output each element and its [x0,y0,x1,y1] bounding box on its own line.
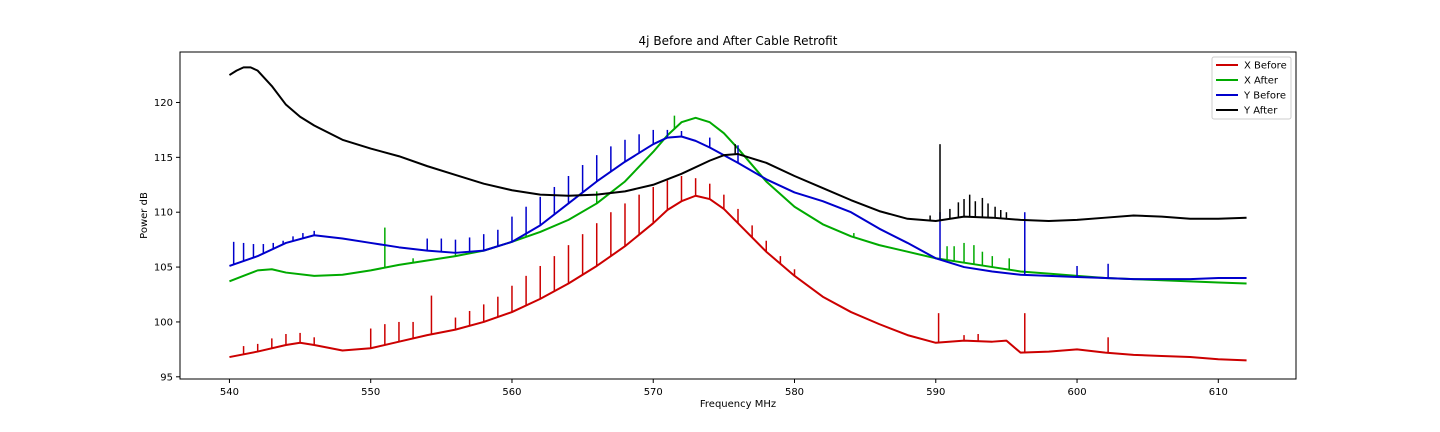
y-axis-label: Power dB [139,192,150,239]
series-1 [229,176,1247,362]
y-tick-label: 95 [160,372,173,383]
y-tick-label: 105 [154,263,173,274]
series-4 [228,66,1247,222]
y-tick-label: 110 [154,208,173,219]
y-tick-label: 120 [154,98,173,109]
legend-entry: Y After [1243,106,1278,117]
x-tick-label: 570 [644,387,663,398]
y-tick-label: 100 [154,317,173,328]
x-tick-label: 550 [361,387,380,398]
x-tick-label: 590 [926,387,945,398]
x-tick-label: 540 [220,387,239,398]
y-tick-label: 115 [154,153,173,164]
legend-entry: Y Before [1243,91,1286,102]
series-line [228,66,1247,222]
legend-entry: X After [1244,76,1279,87]
legend-box [1211,56,1292,120]
series-layer [228,66,1247,362]
x-tick-label: 560 [502,387,521,398]
chart-title: 4j Before and After Cable Retrofit [639,34,838,48]
x-axis-label: Frequency MHz [700,399,776,410]
series-3 [229,129,1247,281]
series-line [229,116,1247,285]
x-tick-label: 610 [1209,387,1228,398]
legend: X Before X After Y Before Y After [1211,56,1292,120]
x-tick-label: 600 [1067,387,1086,398]
x-tick-label: 580 [785,387,804,398]
legend-entry: X Before [1244,61,1287,72]
axes-layer: 540 550 560 570 580 590 600 610 95 100 105 110 115 12… [154,98,1228,398]
series-line [229,194,1247,362]
